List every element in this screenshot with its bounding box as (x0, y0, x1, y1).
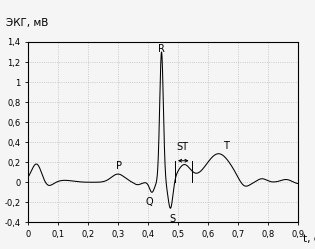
X-axis label: t, с: t, с (303, 234, 315, 244)
Text: ST: ST (176, 142, 189, 152)
Text: P: P (117, 161, 123, 171)
Text: ЭКГ, мВ: ЭКГ, мВ (6, 17, 49, 28)
Text: T: T (223, 141, 229, 151)
Text: R: R (158, 44, 165, 54)
Text: Q: Q (146, 197, 153, 207)
Text: S: S (169, 214, 175, 224)
